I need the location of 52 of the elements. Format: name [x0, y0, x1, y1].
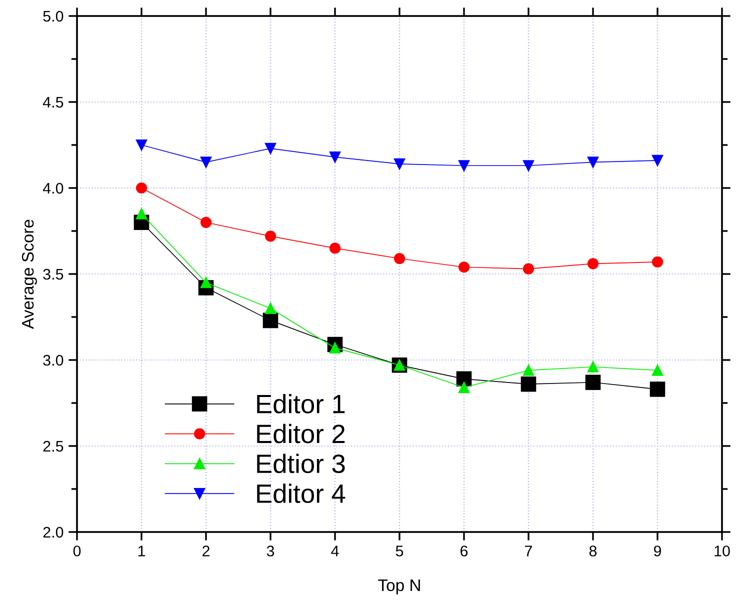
x-tick-label: 9 — [654, 546, 662, 556]
y-tick-label: 2.0 — [43, 526, 64, 538]
x-tick-label: 3 — [266, 546, 274, 556]
x-tick-label: 0 — [73, 546, 81, 556]
legend-label: Editor 1 — [257, 394, 345, 414]
x-tick-label: 5 — [396, 546, 404, 556]
point — [652, 256, 664, 268]
y-tick-label: 5.0 — [43, 10, 64, 22]
x-tick-label: 6 — [460, 546, 468, 556]
point — [136, 182, 148, 194]
legend-label: Edtior 3 — [257, 454, 345, 474]
point — [264, 302, 276, 314]
y-tick-label: 4.0 — [42, 182, 64, 194]
point — [587, 361, 599, 372]
point — [329, 242, 341, 254]
point — [650, 382, 666, 397]
x-tick-label: 8 — [589, 546, 597, 556]
point — [136, 208, 148, 220]
point — [587, 156, 599, 168]
x-tick-label: 4 — [331, 546, 339, 556]
point — [587, 258, 599, 270]
point — [394, 158, 406, 170]
y-tick-label: 3.5 — [43, 268, 64, 280]
y-tick-label: 2.5 — [43, 440, 64, 452]
point — [200, 216, 212, 228]
legend-label: Editor 4 — [257, 484, 346, 504]
point — [522, 364, 534, 376]
point — [458, 382, 470, 394]
y-tick-label: 3.0 — [43, 354, 64, 366]
point — [458, 262, 470, 273]
point — [264, 230, 276, 242]
point — [136, 139, 148, 151]
x-tick-label: 7 — [525, 546, 532, 556]
legend-label: Editor 2 — [257, 424, 345, 444]
point — [329, 151, 341, 163]
point — [522, 263, 534, 274]
point — [520, 376, 536, 392]
point — [652, 364, 664, 376]
x-tick-label: 10 — [714, 546, 730, 556]
point — [264, 142, 276, 154]
point — [200, 156, 212, 168]
x-tick-label: 1 — [138, 546, 146, 556]
y-tick-label: 4.5 — [42, 97, 64, 108]
x-axis-title: Top N — [378, 579, 420, 594]
point — [522, 160, 534, 172]
point — [585, 374, 601, 390]
point — [394, 252, 406, 264]
x-tick-label: 2 — [202, 546, 210, 556]
y-axis-title: Average Score — [22, 220, 38, 329]
point — [652, 154, 664, 166]
point — [262, 312, 278, 328]
point — [458, 160, 470, 172]
